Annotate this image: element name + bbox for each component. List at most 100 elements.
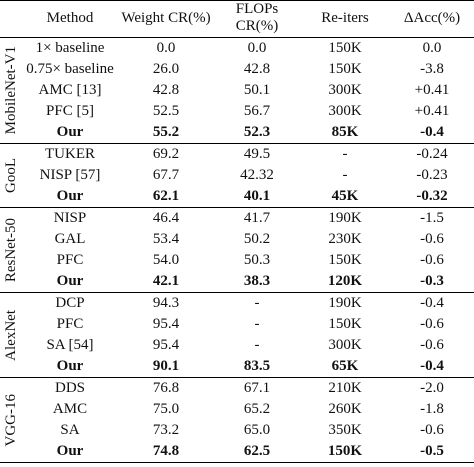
method-cell: TUKER — [45, 146, 95, 162]
value-cell: 55.2 — [118, 122, 214, 144]
method-cell: DCP — [55, 295, 85, 311]
value-cell: -0.6 — [420, 231, 444, 247]
method-cell: Our — [22, 186, 118, 208]
value-cell: 62.1 — [118, 186, 214, 208]
value-cell: 0.0 — [156, 40, 176, 56]
table-row: AMC 75.0 65.2 260K -1.8 — [0, 399, 474, 420]
table-row: 0.75× baseline 26.0 42.8 150K -3.8 — [0, 59, 474, 80]
group-label: GooL — [2, 158, 19, 193]
value-cell: 54.0 — [152, 252, 180, 268]
value-cell: 95.4 — [152, 337, 180, 353]
table-row: Our 74.8 62.5 150K -0.5 — [0, 441, 474, 463]
group-cell: ResNet-50 — [0, 207, 22, 293]
header-cell: FLOPs CR(%) — [214, 0, 300, 38]
value-cell: 150K — [328, 316, 362, 332]
header-cell: Method — [22, 0, 118, 38]
method-cell: 0.75× baseline — [26, 61, 114, 77]
value-cell: -0.6 — [420, 422, 444, 438]
method-cell: PFC — [56, 316, 84, 332]
value-cell: 83.5 — [214, 356, 300, 378]
value-cell: 65.2 — [243, 401, 271, 417]
method-cell: AMC — [52, 401, 88, 417]
value-cell: 230K — [328, 231, 362, 247]
value-cell: -3.8 — [420, 61, 444, 77]
value-cell: - — [342, 167, 348, 183]
value-cell: -0.6 — [420, 316, 444, 332]
value-cell: 73.2 — [152, 422, 180, 438]
header-cell: Weight CR(%) — [118, 0, 214, 38]
group-label: ResNet-50 — [2, 217, 19, 283]
value-cell: 190K — [328, 210, 362, 226]
table-row: PFC 95.4 - 150K -0.6 — [0, 314, 474, 335]
table-row: SA [54] 95.4 - 300K -0.6 — [0, 335, 474, 356]
value-cell: 69.2 — [152, 146, 180, 162]
value-cell: - — [254, 316, 260, 332]
value-cell: -2.0 — [420, 380, 444, 396]
method-cell: NISP — [53, 210, 87, 226]
value-cell: 42.8 — [152, 82, 180, 98]
table-row: AMC [13] 42.8 50.1 300K +0.41 — [0, 80, 474, 101]
value-cell: 56.7 — [243, 103, 271, 119]
value-cell: 67.7 — [152, 167, 180, 183]
value-cell: 38.3 — [214, 271, 300, 293]
value-cell: -0.4 — [420, 295, 444, 311]
value-cell: 300K — [328, 103, 362, 119]
value-cell: 260K — [328, 401, 362, 417]
value-cell: -0.6 — [420, 337, 444, 353]
group-cell: GooL — [0, 143, 22, 208]
value-cell: 52.3 — [214, 122, 300, 144]
table-row: GAL 53.4 50.2 230K -0.6 — [0, 229, 474, 250]
method-cell: Our — [22, 441, 118, 463]
value-cell: 52.5 — [152, 103, 180, 119]
group-cell: AlexNet — [0, 292, 22, 378]
value-cell: 76.8 — [152, 380, 180, 396]
value-cell: - — [342, 146, 348, 162]
value-cell: 50.1 — [243, 82, 271, 98]
method-cell: DDS — [54, 380, 85, 396]
value-cell: 42.32 — [240, 167, 274, 183]
value-cell: 65K — [300, 356, 390, 378]
value-cell: 45K — [300, 186, 390, 208]
header-row: Method Weight CR(%) FLOPs CR(%) Re-iters ΔAc… — [0, 0, 474, 38]
value-cell: 49.5 — [243, 146, 271, 162]
table-row: Our 42.1 38.3 120K -0.3 — [0, 271, 474, 293]
method-cell: NISP [57] — [39, 167, 101, 183]
value-cell: -0.5 — [390, 441, 474, 463]
method-cell: PFC — [56, 252, 84, 268]
table-row: GooL TUKER 69.2 49.5 - -0.24 — [0, 143, 474, 208]
value-cell: 0.0 — [422, 40, 442, 56]
group: ResNet-50 NISP 46.4 41.7 190K -1.5 GAL 53.4 50.2… — [0, 207, 474, 293]
method-cell: 1× baseline — [35, 40, 105, 56]
value-cell: -0.4 — [390, 356, 474, 378]
value-cell: 67.1 — [243, 380, 271, 396]
value-cell: 150K — [328, 61, 362, 77]
group: GooL TUKER 69.2 49.5 - -0.24 NISP [57] 67.7 42.3… — [0, 143, 474, 208]
value-cell: 350K — [328, 422, 362, 438]
value-cell: -1.5 — [420, 210, 444, 226]
value-cell: -0.32 — [390, 186, 474, 208]
value-cell: 42.8 — [243, 61, 271, 77]
group-label: VGG-16 — [2, 393, 19, 447]
value-cell: 90.1 — [118, 356, 214, 378]
group-cell: VGG-16 — [0, 377, 22, 463]
method-cell: Our — [22, 356, 118, 378]
group: VGG-16 DDS 76.8 67.1 210K -2.0 AMC 75.0 65.2 260K… — [0, 377, 474, 463]
value-cell: 53.4 — [152, 231, 180, 247]
value-cell: 0.0 — [247, 40, 267, 56]
value-cell: 120K — [300, 271, 390, 293]
group: MobileNet-V1 1× baseline 0.0 0.0 150K 0.0 0.75… — [0, 37, 474, 144]
table-row: Our 90.1 83.5 65K -0.4 — [0, 356, 474, 378]
value-cell: 50.3 — [243, 252, 271, 268]
header-cell: Re-iters — [300, 0, 390, 38]
value-cell: 40.1 — [214, 186, 300, 208]
group-label: MobileNet-V1 — [2, 46, 19, 135]
value-cell: -0.23 — [416, 167, 448, 183]
value-cell: 41.7 — [243, 210, 271, 226]
method-cell: Our — [22, 122, 118, 144]
value-cell: 150K — [300, 441, 390, 463]
value-cell: 300K — [328, 337, 362, 353]
value-cell: 65.0 — [243, 422, 271, 438]
group: AlexNet DCP 94.3-190K -0.4 PFC 95.4-150K -0.6 S… — [0, 292, 474, 378]
